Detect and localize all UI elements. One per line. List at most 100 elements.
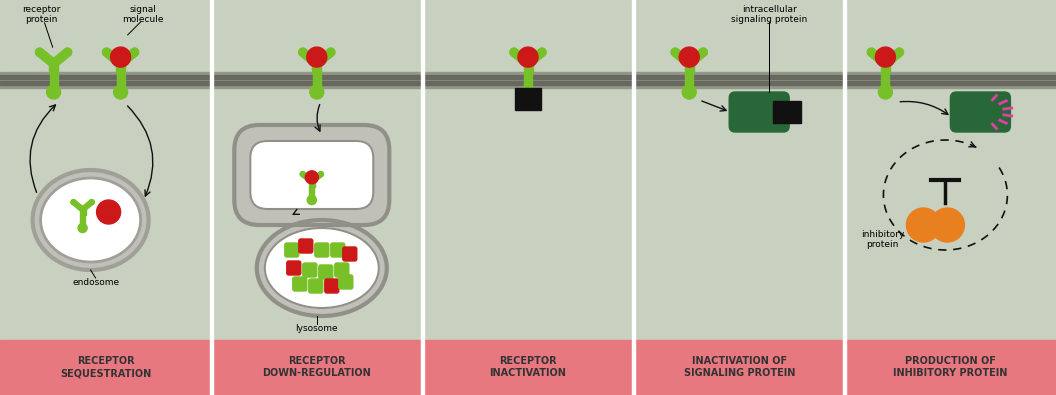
- Circle shape: [300, 171, 305, 177]
- Circle shape: [879, 85, 892, 99]
- Circle shape: [679, 47, 699, 67]
- Bar: [845, 340, 1056, 395]
- Bar: [634, 340, 845, 395]
- Circle shape: [71, 199, 76, 205]
- Circle shape: [307, 196, 317, 205]
- FancyBboxPatch shape: [234, 125, 390, 225]
- Bar: [634, 81, 845, 85]
- Ellipse shape: [33, 170, 149, 270]
- FancyBboxPatch shape: [293, 277, 307, 291]
- Text: endosome: endosome: [72, 278, 119, 287]
- Circle shape: [96, 200, 120, 224]
- FancyArrowPatch shape: [315, 105, 320, 131]
- Circle shape: [46, 85, 60, 99]
- Bar: [633, 0, 635, 395]
- Circle shape: [510, 48, 517, 56]
- Circle shape: [682, 85, 696, 99]
- Circle shape: [327, 48, 335, 56]
- Ellipse shape: [265, 228, 379, 308]
- Text: signal
molecule: signal molecule: [121, 5, 164, 24]
- Circle shape: [672, 48, 679, 56]
- Ellipse shape: [40, 178, 140, 262]
- Bar: [845, 75, 1056, 79]
- Bar: [49, 62, 58, 72]
- Circle shape: [699, 48, 708, 56]
- Bar: [309, 187, 315, 198]
- Bar: [211, 0, 422, 340]
- FancyBboxPatch shape: [250, 141, 374, 209]
- Bar: [79, 209, 86, 215]
- Circle shape: [111, 47, 131, 67]
- Circle shape: [299, 48, 306, 56]
- Bar: [634, 75, 845, 79]
- Circle shape: [875, 47, 895, 67]
- Bar: [881, 62, 890, 72]
- Bar: [313, 72, 321, 88]
- Bar: [308, 181, 315, 187]
- Circle shape: [895, 48, 903, 56]
- FancyBboxPatch shape: [950, 92, 1011, 132]
- Bar: [210, 0, 212, 395]
- Bar: [421, 0, 423, 395]
- Bar: [0, 81, 211, 85]
- Circle shape: [78, 224, 88, 233]
- Bar: [422, 75, 634, 79]
- Text: RECEPTOR
SEQUESTRATION: RECEPTOR SEQUESTRATION: [60, 356, 151, 378]
- Text: RECEPTOR
DOWN-REGULATION: RECEPTOR DOWN-REGULATION: [263, 356, 371, 378]
- Bar: [845, 81, 1056, 85]
- Bar: [524, 62, 532, 72]
- Bar: [634, 72, 845, 88]
- Circle shape: [114, 85, 128, 99]
- Bar: [882, 72, 889, 88]
- FancyArrowPatch shape: [968, 142, 976, 147]
- Text: PRODUCTION OF
INHIBITORY PROTEIN: PRODUCTION OF INHIBITORY PROTEIN: [893, 356, 1007, 378]
- Bar: [773, 101, 802, 123]
- Bar: [0, 75, 211, 79]
- Bar: [116, 62, 125, 72]
- Bar: [211, 340, 422, 395]
- Bar: [211, 72, 422, 88]
- Circle shape: [906, 208, 941, 242]
- FancyBboxPatch shape: [303, 263, 317, 277]
- Bar: [80, 215, 86, 226]
- Bar: [0, 72, 211, 88]
- Circle shape: [131, 48, 138, 56]
- Text: receptor
protein: receptor protein: [22, 5, 61, 24]
- Circle shape: [868, 48, 875, 56]
- FancyArrowPatch shape: [294, 209, 300, 214]
- Circle shape: [36, 48, 43, 56]
- Bar: [211, 81, 422, 85]
- FancyArrowPatch shape: [30, 105, 56, 192]
- FancyBboxPatch shape: [343, 247, 357, 261]
- Bar: [422, 81, 634, 85]
- Text: inhibitory
protein: inhibitory protein: [861, 230, 904, 249]
- Circle shape: [539, 48, 546, 56]
- Bar: [685, 72, 693, 88]
- Bar: [50, 72, 58, 88]
- Text: intracellular
signaling protein: intracellular signaling protein: [731, 5, 808, 24]
- FancyBboxPatch shape: [319, 265, 333, 279]
- Bar: [845, 72, 1056, 88]
- Circle shape: [307, 47, 326, 67]
- Circle shape: [89, 199, 94, 205]
- Bar: [422, 0, 634, 340]
- Text: RECEPTOR
INACTIVATION: RECEPTOR INACTIVATION: [490, 356, 566, 378]
- FancyBboxPatch shape: [285, 243, 299, 257]
- Bar: [515, 88, 541, 110]
- Bar: [313, 62, 321, 72]
- Circle shape: [305, 171, 318, 184]
- FancyBboxPatch shape: [325, 279, 339, 293]
- Bar: [634, 0, 845, 340]
- FancyBboxPatch shape: [331, 243, 345, 257]
- Circle shape: [102, 48, 111, 56]
- FancyArrowPatch shape: [128, 106, 153, 196]
- FancyBboxPatch shape: [315, 243, 328, 257]
- Text: lysosome: lysosome: [296, 324, 338, 333]
- Circle shape: [309, 85, 324, 99]
- FancyBboxPatch shape: [335, 263, 348, 277]
- Bar: [0, 0, 211, 340]
- Circle shape: [521, 85, 535, 99]
- Bar: [116, 72, 125, 88]
- Bar: [524, 72, 532, 88]
- Bar: [684, 62, 694, 72]
